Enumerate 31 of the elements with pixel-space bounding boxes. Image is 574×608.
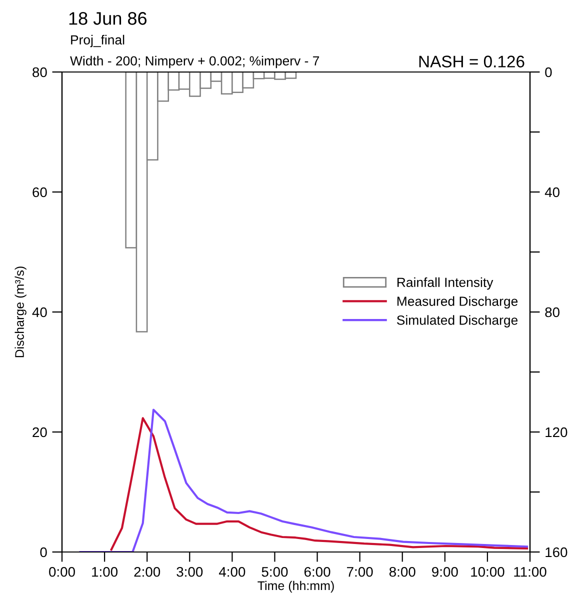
text: Proj_final — [71, 34, 124, 48]
legend-label: Rainfall Intensity — [397, 277, 494, 290]
x-tick-label: 5:00 — [262, 566, 288, 577]
y2-tick-label: 40 — [544, 187, 560, 198]
chart-title: 18 Jun 86 — [69, 12, 147, 25]
y2-tick-label: 120 — [546, 427, 568, 438]
x-tick-label: 7:00 — [347, 566, 373, 577]
y-tick-label: 40 — [32, 307, 47, 318]
y-tick-label: 60 — [32, 187, 47, 198]
text: Width - 200; Nimperv + 0.002; %imperv - 7 — [70, 56, 320, 68]
x-tick-label: 1:00 — [92, 566, 118, 577]
x-tick-label: 2:00 — [134, 566, 160, 577]
legend-label: Measured Discharge — [397, 296, 518, 309]
y-tick-label: 20 — [32, 427, 47, 438]
y-tick-label: 0 — [40, 547, 47, 558]
x-axis-title: Time (hh:mm) — [258, 580, 334, 593]
text: NASH = 0.126 — [419, 56, 524, 68]
y-axis-title: Discharge (m³/s) — [14, 266, 26, 358]
x-tick-label: 10:00 — [471, 566, 504, 577]
x-tick-label: 0:00 — [49, 566, 75, 577]
legend-label: Simulated Discharge — [396, 315, 518, 328]
y-tick-label: 80 — [32, 67, 47, 78]
y2-tick-label: 0 — [545, 67, 552, 78]
x-tick-label: 11:00 — [514, 566, 546, 577]
x-tick-label: 6:00 — [304, 566, 330, 577]
x-tick-label: 3:00 — [176, 566, 203, 577]
y2-tick-label: 80 — [545, 307, 560, 318]
x-tick-label: 9:00 — [432, 566, 458, 577]
x-tick-label: 4:00 — [218, 566, 246, 577]
y2-tick-label: 160 — [546, 547, 568, 558]
x-tick-label: 8:00 — [389, 566, 416, 577]
